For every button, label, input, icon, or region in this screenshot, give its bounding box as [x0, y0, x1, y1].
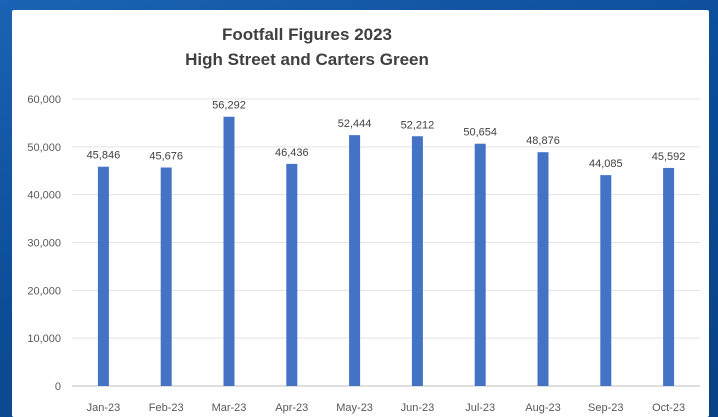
bar	[160, 167, 172, 386]
chart-card	[12, 10, 709, 417]
chart-title: Footfall Figures 2023	[221, 25, 393, 44]
data-label: 45,592	[652, 151, 686, 163]
x-tick-label: Aug-23	[525, 402, 560, 414]
y-tick-label: 20,000	[27, 285, 61, 297]
bar	[411, 136, 423, 386]
data-label: 46,436	[275, 147, 309, 159]
x-tick-label: Apr-23	[275, 402, 308, 414]
data-label: 45,676	[149, 151, 183, 163]
chart-title-block: Footfall Figures 2023 High Street and Ca…	[0, 22, 614, 72]
data-label: 45,846	[87, 150, 121, 162]
data-label: 52,212	[401, 119, 435, 131]
bar	[663, 167, 675, 386]
y-tick-label: 30,000	[27, 238, 61, 250]
data-label: 48,876	[526, 135, 560, 147]
x-tick-label: Jan-23	[87, 402, 121, 414]
y-tick-label: 10,000	[27, 333, 61, 345]
x-tick-label: May-23	[336, 402, 373, 414]
y-tick-label: 60,000	[27, 94, 61, 106]
bar	[349, 135, 361, 386]
bar	[286, 163, 298, 386]
bar	[600, 175, 612, 386]
x-tick-label: Oct-23	[652, 402, 685, 414]
y-tick-label: 40,000	[27, 190, 61, 202]
x-tick-label: Jun-23	[401, 402, 435, 414]
x-tick-label: Sep-23	[588, 402, 623, 414]
bar	[97, 166, 109, 386]
x-tick-label: Feb-23	[149, 402, 184, 414]
data-label: 56,292	[212, 100, 246, 112]
data-label: 52,444	[338, 118, 372, 130]
chart-subtitle: High Street and Carters Green	[185, 50, 429, 69]
x-tick-label: Jul-23	[465, 402, 495, 414]
data-label: 50,654	[463, 127, 497, 139]
y-tick-label: 0	[55, 381, 61, 393]
bar	[537, 152, 549, 386]
data-label: 44,085	[589, 158, 623, 170]
bar	[223, 116, 235, 386]
y-tick-label: 50,000	[27, 142, 61, 154]
x-tick-label: Mar-23	[212, 402, 247, 414]
bar	[474, 143, 486, 386]
